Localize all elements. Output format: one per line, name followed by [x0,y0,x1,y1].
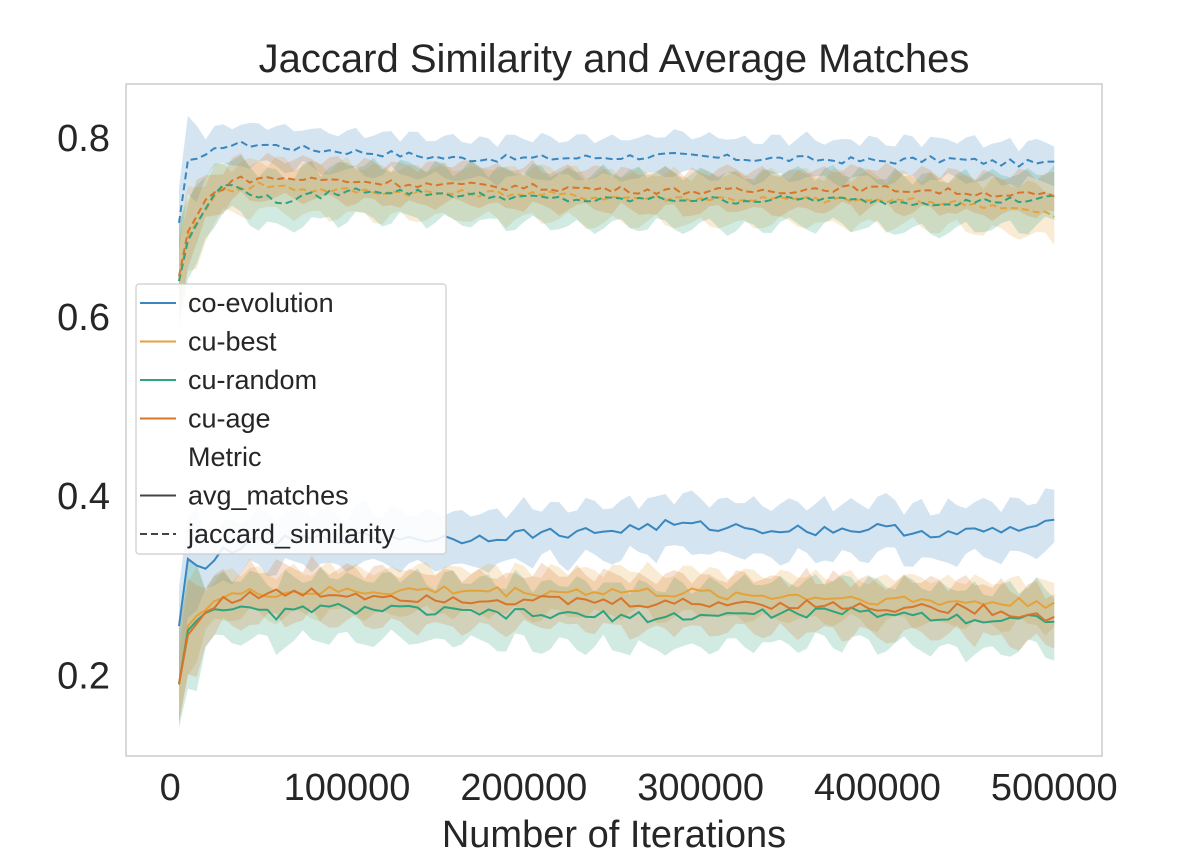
plot-frame [125,83,1103,757]
legend-label-cu-best: cu-best [188,327,277,357]
x-tick-label: 300000 [637,767,764,809]
legend-box [135,283,447,555]
x-tick-label: 0 [160,767,181,809]
legend: co-evolution cu-best cu-random cu-age Metric… [135,283,447,555]
x-tick-label: 400000 [814,767,941,809]
legend-label-jaccard-similarity: jaccard_similarity [187,519,396,549]
band-cu-age-avg-matches [179,555,1055,723]
band-co-evolution-jaccard-similarity [179,115,1055,250]
legend-label-avg-matches: avg_matches [188,481,349,511]
y-tick-label: 0.6 [57,297,110,339]
legend-label-cu-random: cu-random [188,365,317,395]
line-cu-best-avg-matches [178,585,1055,685]
y-tick-label: 0.8 [57,118,110,160]
y-tick-labels: 0.2 0.4 0.6 0.8 [57,118,110,698]
legend-label-cu-age: cu-age [188,404,271,434]
x-tick-label: 500000 [991,767,1118,809]
line-cu-age-avg-matches [178,587,1055,685]
line-cu-random-avg-matches [178,602,1055,685]
x-tick-label: 100000 [284,767,411,809]
line-co-evolution-jaccard-similarity [178,140,1055,224]
x-tick-labels: 0 100000 200000 300000 400000 500000 [160,767,1118,809]
band-cu-best-avg-matches [179,560,1055,723]
legend-label-metric: Metric [188,442,262,472]
chart-title: Jaccard Similarity and Average Matches [259,37,970,81]
legend-label-co-evolution: co-evolution [188,288,334,318]
band-cu-random-jaccard-similarity [179,155,1055,334]
y-tick-label: 0.4 [57,476,110,518]
band-cu-random-avg-matches [179,560,1055,728]
band-cu-age-jaccard-similarity [179,152,1055,321]
line-cu-random-jaccard-similarity [178,184,1055,282]
series-lines [178,140,1055,685]
x-tick-label: 200000 [460,767,587,809]
x-axis-label: Number of Iterations [442,814,786,856]
y-tick-label: 0.2 [57,655,110,697]
band-cu-best-jaccard-similarity [179,156,1055,320]
line-cu-age-jaccard-similarity [178,175,1055,277]
